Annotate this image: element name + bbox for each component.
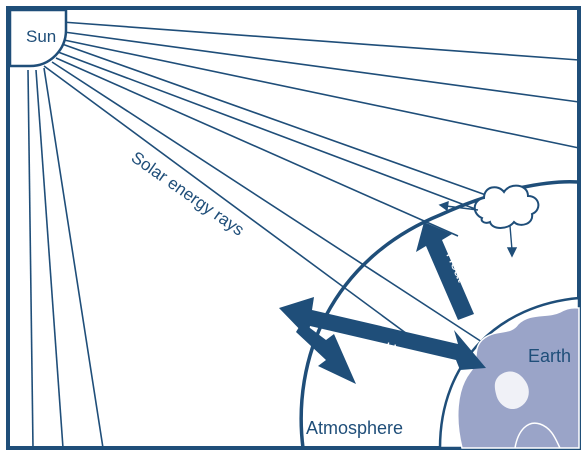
ray: [51, 61, 483, 343]
ray: [43, 67, 104, 449]
atmosphere-label: Atmosphere: [306, 418, 403, 438]
ray: [63, 31, 580, 103]
ray: [35, 69, 64, 449]
cloud-icon: [473, 184, 540, 229]
cloud: [438, 184, 540, 258]
earth: [438, 296, 581, 450]
ray: [27, 69, 34, 449]
heat-arrow-upper-shape: [416, 222, 474, 320]
earth-land-detail: [494, 371, 529, 410]
earth-label: Earth: [528, 346, 571, 366]
ray: [55, 57, 459, 237]
sun-shape: [8, 8, 68, 68]
heat-arrow-lower-shape: [279, 297, 486, 370]
ray: [61, 43, 501, 201]
sun: Sun: [8, 8, 68, 68]
atmosphere-boundary: [299, 179, 580, 449]
sun-label: Sun: [26, 27, 56, 46]
ray: [61, 21, 580, 61]
ray: [57, 51, 479, 211]
ray: [43, 65, 419, 343]
reflected-ray-arrow: [438, 200, 518, 258]
heat-arrow-lower-branch: [296, 322, 356, 384]
solar-energy-rays: [27, 21, 580, 449]
ray: [63, 39, 580, 149]
